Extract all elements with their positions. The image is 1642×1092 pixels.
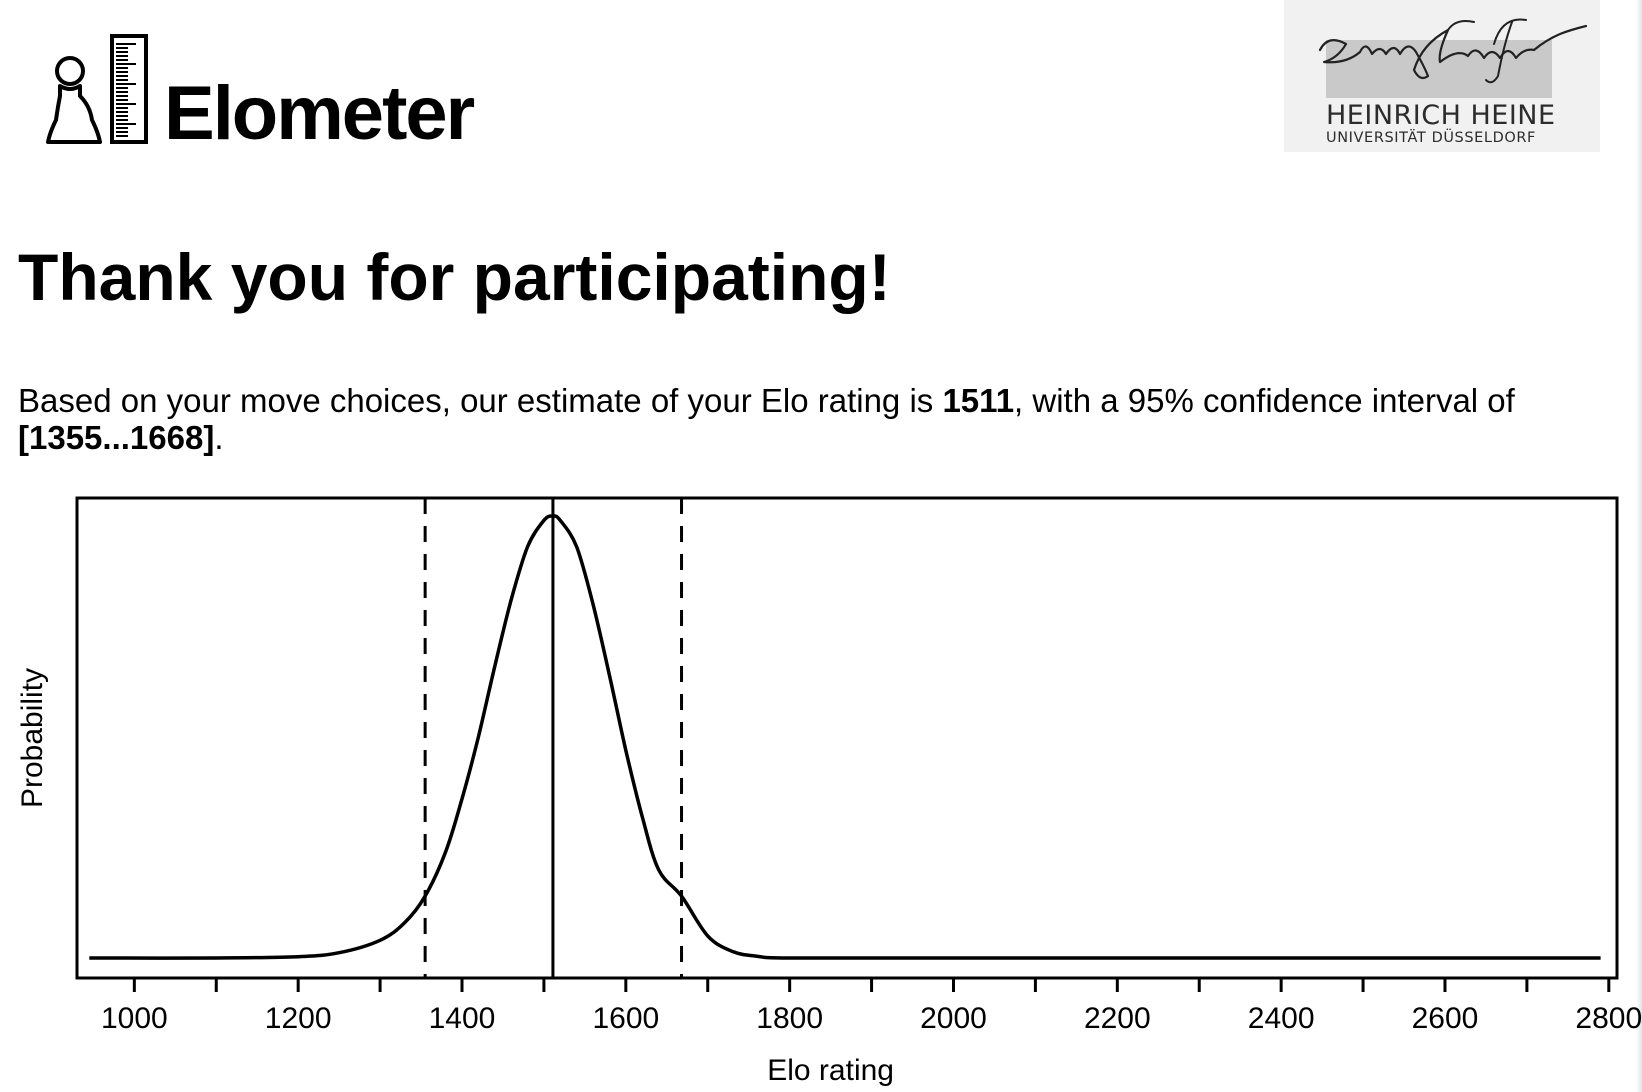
rating-value: 1511 [942,382,1015,419]
result-suffix: . [214,419,224,456]
result-prefix: Based on your move choices, our estimate… [18,382,943,419]
x-tick-label: 2000 [920,1002,987,1035]
scrollbar-edge [1636,0,1642,1092]
x-axis-label: Elo rating [767,1054,894,1087]
result-paragraph: Based on your move choices, our estimate… [18,382,1626,456]
university-name: HEINRICH HEINE [1326,100,1556,131]
elometer-logo: Elometer [46,26,475,152]
x-tick-label: 2600 [1412,1002,1479,1035]
result-middle: , with a 95% confidence interval of [1014,382,1515,419]
plot-frame [75,496,1619,980]
university-subtitle: UNIVERSITÄT DÜSSELDORF [1326,130,1536,146]
x-tick-label: 1000 [101,1002,168,1035]
confidence-interval: [1355...1668] [18,419,215,456]
x-tick-label: 1800 [756,1002,823,1035]
app-name: Elometer [164,71,475,156]
signature-band [1326,40,1552,98]
x-tick-label: 1200 [265,1002,332,1035]
probability-curve [89,514,1601,960]
signature-icon [1318,18,1588,84]
pawn-ruler-icon [46,34,148,144]
x-tick-label: 2800 [1575,1002,1642,1035]
rating-distribution-chart: Probability Elo rating 1000 1200 1400 1600 1… [16,496,1642,1087]
y-axis-label: Probability [16,668,49,808]
university-logo: HEINRICH HEINE UNIVERSITÄT DÜSSELDORF [1284,0,1600,152]
x-tick-label: 1600 [592,1002,659,1035]
x-tick-label: 2200 [1084,1002,1151,1035]
x-tick-label: 2400 [1248,1002,1315,1035]
x-tick-label: 1400 [429,1002,496,1035]
page-title: Thank you for participating! [18,240,891,314]
